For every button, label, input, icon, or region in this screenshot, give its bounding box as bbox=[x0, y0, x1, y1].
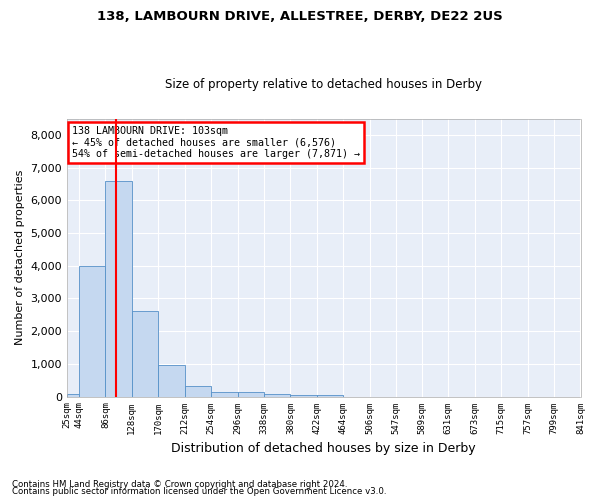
Bar bbox=[211, 392, 238, 396]
Bar bbox=[67, 394, 79, 396]
Bar bbox=[264, 394, 290, 396]
Bar bbox=[290, 394, 317, 396]
Bar bbox=[238, 392, 264, 396]
Bar bbox=[185, 386, 211, 396]
Bar bbox=[317, 394, 343, 396]
Text: Contains HM Land Registry data © Crown copyright and database right 2024.: Contains HM Land Registry data © Crown c… bbox=[12, 480, 347, 489]
Bar bbox=[132, 311, 158, 396]
Bar bbox=[158, 365, 185, 396]
Bar bbox=[79, 266, 106, 396]
Title: Size of property relative to detached houses in Derby: Size of property relative to detached ho… bbox=[165, 78, 482, 91]
Text: 138, LAMBOURN DRIVE, ALLESTREE, DERBY, DE22 2US: 138, LAMBOURN DRIVE, ALLESTREE, DERBY, D… bbox=[97, 10, 503, 23]
Y-axis label: Number of detached properties: Number of detached properties bbox=[15, 170, 25, 345]
Bar bbox=[106, 182, 132, 396]
X-axis label: Distribution of detached houses by size in Derby: Distribution of detached houses by size … bbox=[172, 442, 476, 455]
Text: Contains public sector information licensed under the Open Government Licence v3: Contains public sector information licen… bbox=[12, 487, 386, 496]
Text: 138 LAMBOURN DRIVE: 103sqm
← 45% of detached houses are smaller (6,576)
54% of s: 138 LAMBOURN DRIVE: 103sqm ← 45% of deta… bbox=[72, 126, 360, 158]
